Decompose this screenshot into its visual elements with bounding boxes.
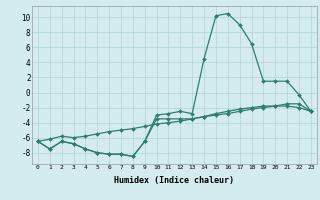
X-axis label: Humidex (Indice chaleur): Humidex (Indice chaleur): [115, 176, 234, 185]
